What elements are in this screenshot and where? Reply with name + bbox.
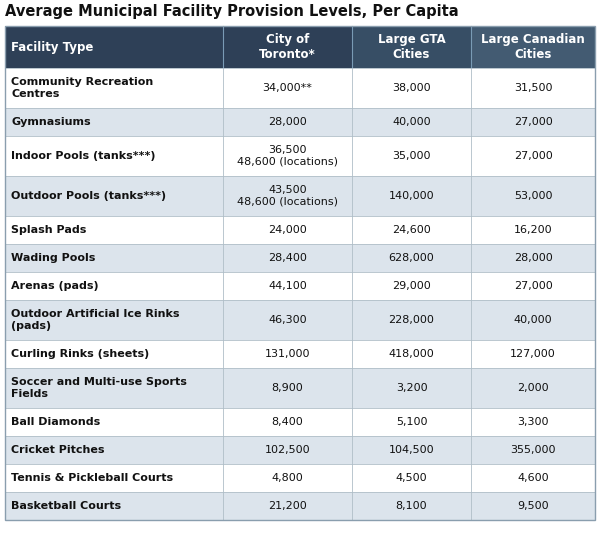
Bar bbox=[5, 300, 595, 340]
Bar bbox=[5, 108, 595, 136]
Text: 29,000: 29,000 bbox=[392, 281, 431, 291]
Text: Outdoor Artificial Ice Rinks
(pads): Outdoor Artificial Ice Rinks (pads) bbox=[11, 309, 179, 331]
Text: 34,000**: 34,000** bbox=[263, 83, 313, 93]
Bar bbox=[5, 464, 595, 492]
Text: Community Recreation
Centres: Community Recreation Centres bbox=[11, 77, 153, 99]
Bar bbox=[5, 436, 595, 464]
Text: 46,300: 46,300 bbox=[268, 315, 307, 325]
Text: 36,500
48,600 (locations): 36,500 48,600 (locations) bbox=[237, 145, 338, 167]
Text: City of
Toronto*: City of Toronto* bbox=[259, 33, 316, 61]
Bar bbox=[5, 68, 595, 108]
Text: 28,400: 28,400 bbox=[268, 253, 307, 263]
Text: 140,000: 140,000 bbox=[389, 191, 434, 201]
Text: 4,500: 4,500 bbox=[396, 473, 427, 483]
Text: 355,000: 355,000 bbox=[510, 445, 556, 455]
Text: Wading Pools: Wading Pools bbox=[11, 253, 95, 263]
Text: 9,500: 9,500 bbox=[517, 501, 549, 511]
Bar bbox=[5, 216, 595, 244]
Text: Facility Type: Facility Type bbox=[11, 41, 94, 54]
Bar bbox=[5, 368, 595, 408]
Bar bbox=[5, 244, 595, 272]
Text: Average Municipal Facility Provision Levels, Per Capita: Average Municipal Facility Provision Lev… bbox=[5, 4, 458, 19]
Bar bbox=[471, 26, 595, 68]
Text: 43,500
48,600 (locations): 43,500 48,600 (locations) bbox=[237, 185, 338, 207]
Text: 27,000: 27,000 bbox=[514, 151, 553, 161]
Text: 28,000: 28,000 bbox=[268, 117, 307, 127]
Text: 228,000: 228,000 bbox=[389, 315, 434, 325]
Text: 16,200: 16,200 bbox=[514, 225, 553, 235]
Text: 131,000: 131,000 bbox=[265, 349, 310, 359]
Text: Curling Rinks (sheets): Curling Rinks (sheets) bbox=[11, 349, 149, 359]
Bar bbox=[5, 26, 223, 68]
Text: Ball Diamonds: Ball Diamonds bbox=[11, 417, 100, 427]
Bar bbox=[5, 340, 595, 368]
Text: Large Canadian
Cities: Large Canadian Cities bbox=[481, 33, 585, 61]
Text: Arenas (pads): Arenas (pads) bbox=[11, 281, 98, 291]
Text: 53,000: 53,000 bbox=[514, 191, 552, 201]
Text: Tennis & Pickleball Courts: Tennis & Pickleball Courts bbox=[11, 473, 173, 483]
Text: 3,200: 3,200 bbox=[396, 383, 427, 393]
Text: Large GTA
Cities: Large GTA Cities bbox=[377, 33, 445, 61]
Bar bbox=[5, 272, 595, 300]
Bar bbox=[5, 176, 595, 216]
Text: Outdoor Pools (tanks***): Outdoor Pools (tanks***) bbox=[11, 191, 166, 201]
Bar bbox=[223, 26, 352, 68]
Text: 127,000: 127,000 bbox=[510, 349, 556, 359]
Text: 104,500: 104,500 bbox=[389, 445, 434, 455]
Text: 102,500: 102,500 bbox=[265, 445, 310, 455]
Text: Basketball Courts: Basketball Courts bbox=[11, 501, 121, 511]
Bar bbox=[5, 492, 595, 520]
Text: 38,000: 38,000 bbox=[392, 83, 431, 93]
Text: Indoor Pools (tanks***): Indoor Pools (tanks***) bbox=[11, 151, 155, 161]
Text: 4,800: 4,800 bbox=[272, 473, 304, 483]
Text: 2,000: 2,000 bbox=[517, 383, 549, 393]
Bar bbox=[352, 26, 471, 68]
Text: 35,000: 35,000 bbox=[392, 151, 431, 161]
Text: 3,300: 3,300 bbox=[517, 417, 549, 427]
Text: 40,000: 40,000 bbox=[514, 315, 553, 325]
Text: 4,600: 4,600 bbox=[517, 473, 549, 483]
Text: 24,600: 24,600 bbox=[392, 225, 431, 235]
Text: Cricket Pitches: Cricket Pitches bbox=[11, 445, 104, 455]
Text: Splash Pads: Splash Pads bbox=[11, 225, 86, 235]
Text: 21,200: 21,200 bbox=[268, 501, 307, 511]
Text: Soccer and Multi-use Sports
Fields: Soccer and Multi-use Sports Fields bbox=[11, 377, 187, 399]
Text: 40,000: 40,000 bbox=[392, 117, 431, 127]
Text: 27,000: 27,000 bbox=[514, 117, 553, 127]
Text: 31,500: 31,500 bbox=[514, 83, 552, 93]
Text: 27,000: 27,000 bbox=[514, 281, 553, 291]
Bar bbox=[5, 408, 595, 436]
Text: 8,400: 8,400 bbox=[272, 417, 304, 427]
Text: 44,100: 44,100 bbox=[268, 281, 307, 291]
Bar bbox=[5, 136, 595, 176]
Text: 8,100: 8,100 bbox=[396, 501, 427, 511]
Text: 24,000: 24,000 bbox=[268, 225, 307, 235]
Text: 628,000: 628,000 bbox=[389, 253, 434, 263]
Text: 5,100: 5,100 bbox=[396, 417, 427, 427]
Text: 8,900: 8,900 bbox=[272, 383, 304, 393]
Text: Gymnasiums: Gymnasiums bbox=[11, 117, 91, 127]
Text: 418,000: 418,000 bbox=[389, 349, 434, 359]
Text: 28,000: 28,000 bbox=[514, 253, 553, 263]
